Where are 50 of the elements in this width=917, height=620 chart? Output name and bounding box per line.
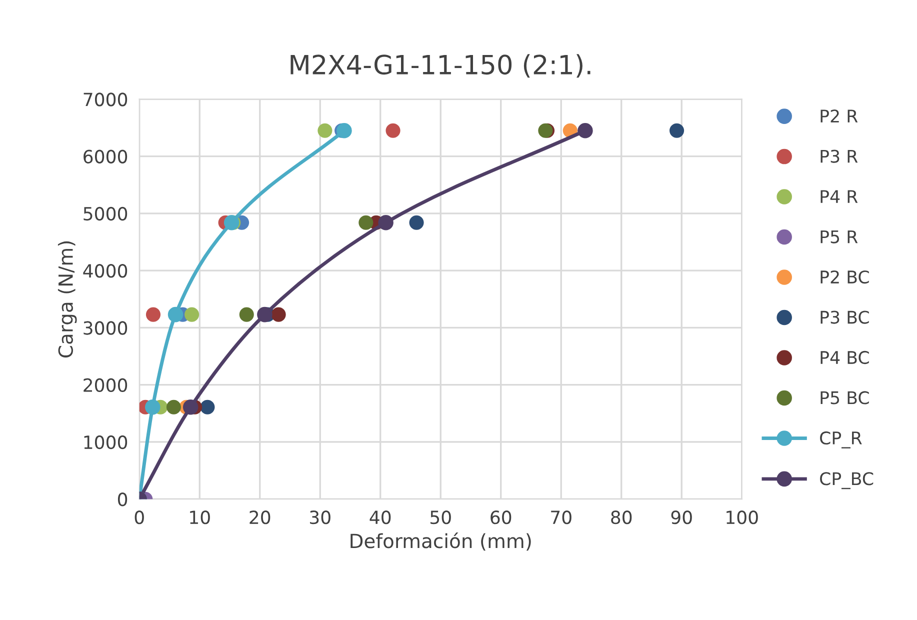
- x-tick-label: 40: [370, 510, 391, 524]
- legend-label: P2 R: [820, 109, 858, 122]
- point: [358, 215, 374, 230]
- legend-label: CP_BC: [820, 472, 874, 490]
- legend-label: P4 BC: [820, 350, 869, 364]
- x-tick-label: 90: [671, 510, 692, 524]
- legend-label: P3 BC: [820, 310, 869, 324]
- point: [200, 400, 215, 414]
- y-axis-title: Carga (N/m): [58, 241, 77, 358]
- x-tick-label: 20: [250, 510, 270, 524]
- legend-label: P2 BC: [820, 270, 869, 284]
- x-tick-label: 30: [310, 510, 330, 524]
- y-tick-label: 2000: [84, 378, 128, 392]
- point: [168, 306, 184, 322]
- point: [166, 400, 182, 414]
- x-tick-label: 80: [611, 510, 632, 524]
- point: [224, 214, 240, 230]
- legend-label: P3 R: [820, 150, 858, 163]
- legend-label: P5 BC: [820, 391, 869, 404]
- y-tick-label: 4000: [83, 264, 128, 278]
- y-tick-label: 7000: [84, 92, 128, 106]
- point: [145, 399, 160, 415]
- x-tick-label: 60: [490, 510, 512, 524]
- legend-label: P4 R: [820, 190, 858, 203]
- y-tick-label: 3000: [84, 321, 128, 335]
- x-tick-label: 0: [134, 510, 144, 524]
- x-tick-label: 50: [430, 510, 451, 524]
- point: [271, 307, 286, 322]
- point: [239, 307, 254, 322]
- x-tick-label: 70: [551, 510, 572, 524]
- y-tick-label: 1000: [84, 435, 128, 450]
- point: [182, 399, 198, 415]
- legend-label: P5 R: [820, 230, 858, 244]
- chart-title: M2X4-G1-11-150 (2:1).: [290, 54, 590, 78]
- legend-label: CP_R: [820, 431, 862, 448]
- point: [318, 123, 332, 138]
- point: [184, 307, 200, 322]
- point: [257, 306, 272, 322]
- point: [378, 214, 394, 230]
- x-tick-label: 10: [190, 510, 210, 524]
- point: [146, 307, 161, 322]
- y-tick-label: 5000: [84, 206, 128, 221]
- x-tick-label: 100: [726, 510, 758, 524]
- point: [670, 123, 684, 138]
- point: [409, 215, 424, 230]
- y-tick-label: 6000: [84, 150, 128, 164]
- point: [386, 123, 400, 138]
- x-axis-title: Deformación (mm): [350, 532, 531, 551]
- y-tick-label: 0: [118, 492, 128, 506]
- point: [578, 122, 593, 138]
